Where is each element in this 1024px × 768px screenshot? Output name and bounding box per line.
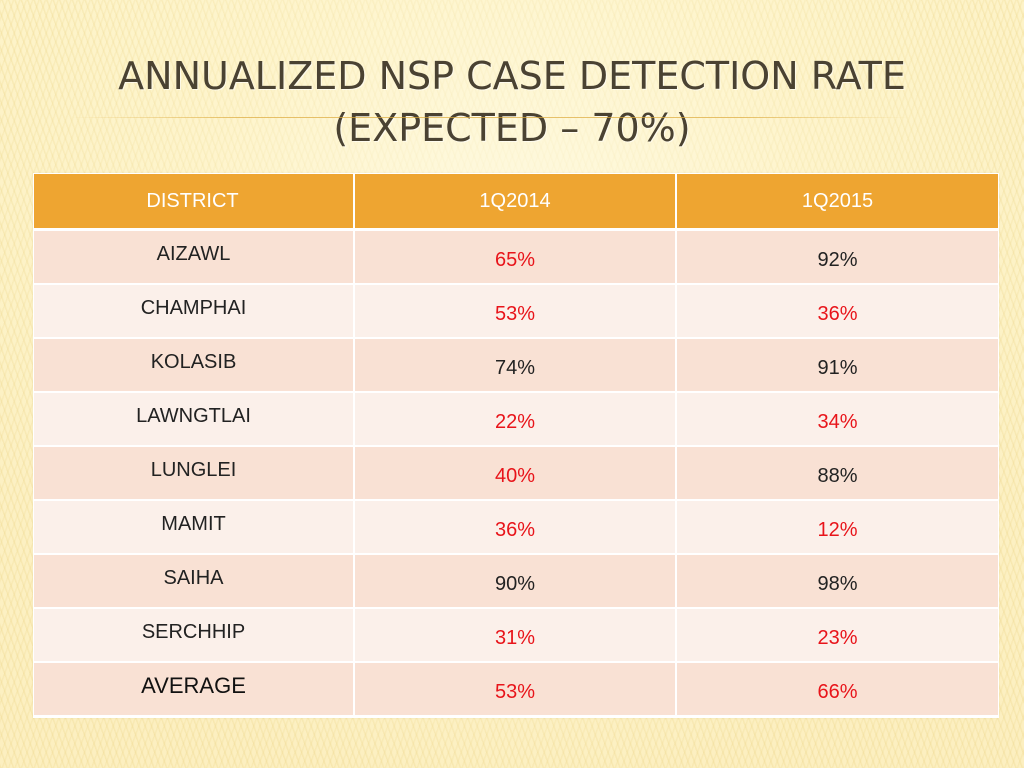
rate-1q2014-cell: 40%: [354, 446, 677, 501]
rate-1q2015-cell: 92%: [676, 229, 998, 285]
rate-1q2014-cell: 22%: [354, 392, 677, 447]
rate-1q2014-cell: 65%: [354, 229, 677, 285]
district-cell: LUNGLEI: [34, 446, 355, 501]
district-cell: CHAMPHAI: [34, 284, 355, 339]
rate-1q2015-cell: 88%: [676, 446, 998, 501]
district-cell: SERCHHIP: [34, 608, 355, 663]
data-table: DISTRICT 1Q2014 1Q2015 AIZAWL 65% 92% CHAMP…: [34, 174, 998, 717]
table-row: AVERAGE 53% 66%: [34, 662, 998, 717]
rate-1q2014-cell: 90%: [354, 554, 677, 609]
district-cell: AVERAGE: [34, 662, 355, 717]
district-cell: LAWNGTLAI: [34, 392, 355, 447]
detection-rate-table: DISTRICT 1Q2014 1Q2015 AIZAWL 65% 92% CHAMP…: [33, 173, 999, 718]
district-cell: SAIHA: [34, 554, 355, 609]
table-row: LUNGLEI 40% 88%: [34, 446, 998, 501]
rate-1q2015-cell: 23%: [676, 608, 998, 663]
table-row: CHAMPHAI 53% 36%: [34, 284, 998, 339]
title-divider: [70, 117, 910, 118]
rate-1q2014-cell: 36%: [354, 500, 677, 555]
header-1q2014: 1Q2014: [354, 174, 677, 231]
rate-1q2015-cell: 12%: [676, 500, 998, 555]
table-row: LAWNGTLAI 22% 34%: [34, 392, 998, 447]
table-row: AIZAWL 65% 92%: [34, 229, 998, 285]
header-1q2015: 1Q2015: [676, 174, 998, 231]
district-cell: MAMIT: [34, 500, 355, 555]
rate-1q2014-cell: 53%: [354, 662, 677, 717]
table-row: SERCHHIP 31% 23%: [34, 608, 998, 663]
rate-1q2015-cell: 91%: [676, 338, 998, 393]
rate-1q2014-cell: 53%: [354, 284, 677, 339]
table-row: SAIHA 90% 98%: [34, 554, 998, 609]
title-line-1: ANNUALIZED NSP CASE DETECTION RATE: [118, 54, 906, 98]
table-body: AIZAWL 65% 92% CHAMPHAI 53% 36% KOLASIB 74% 91% L…: [34, 229, 998, 717]
rate-1q2014-cell: 31%: [354, 608, 677, 663]
table-row: KOLASIB 74% 91%: [34, 338, 998, 393]
table-row: MAMIT 36% 12%: [34, 500, 998, 555]
table-header-row: DISTRICT 1Q2014 1Q2015: [34, 174, 998, 231]
slide-title: ANNUALIZED NSP CASE DETECTION RATE (EXPE…: [0, 50, 1024, 154]
title-line-2: (EXPECTED – 70%): [333, 106, 691, 150]
rate-1q2015-cell: 36%: [676, 284, 998, 339]
rate-1q2015-cell: 34%: [676, 392, 998, 447]
rate-1q2014-cell: 74%: [354, 338, 677, 393]
rate-1q2015-cell: 98%: [676, 554, 998, 609]
district-cell: AIZAWL: [34, 229, 355, 285]
header-district: DISTRICT: [34, 174, 355, 231]
district-cell: KOLASIB: [34, 338, 355, 393]
rate-1q2015-cell: 66%: [676, 662, 998, 717]
